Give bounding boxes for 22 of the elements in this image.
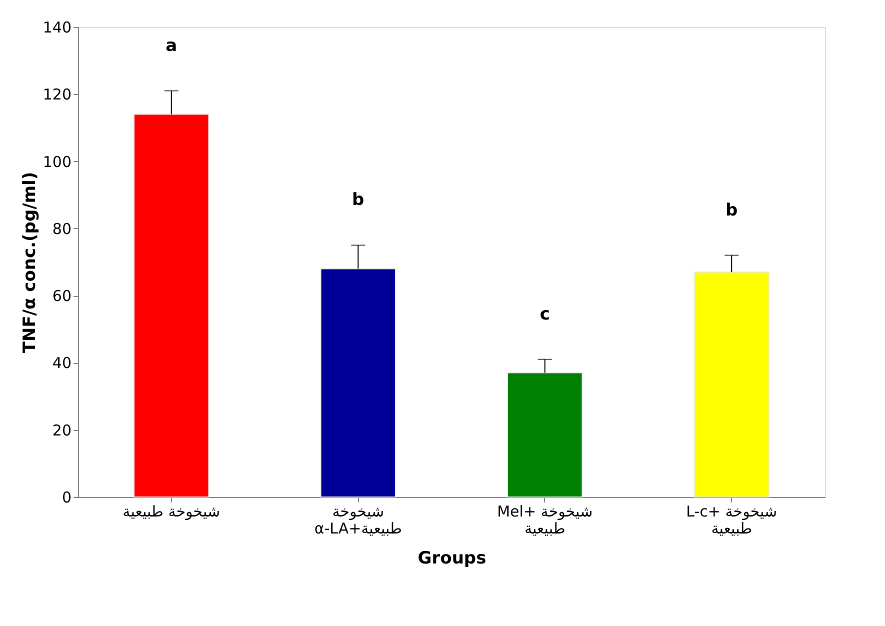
y-axis-title: TNF/α conc.(pg/ml)	[20, 172, 40, 354]
y-tick-label: 80	[52, 220, 72, 238]
bar	[134, 114, 210, 498]
y-tick-label: 40	[52, 354, 72, 372]
x-tick-label: L-c+ شيخوخة طبيعية	[686, 502, 778, 538]
y-tick-label: 0	[62, 488, 72, 506]
y-tick-label: 100	[42, 152, 72, 171]
bar	[694, 272, 770, 498]
annotation: b	[352, 190, 364, 210]
x-tick-label: شيخوخة طبيعية	[122, 502, 220, 520]
y-tick-label: 60	[52, 287, 72, 306]
y-tick-label: 120	[42, 86, 72, 104]
annotation: a	[166, 36, 178, 56]
annotation: c	[540, 304, 550, 324]
x-tick-label: Mel+ شيخوخة طبيعية	[497, 502, 593, 538]
x-axis-title: Groups	[418, 548, 486, 568]
y-tick-label: 140	[42, 18, 72, 36]
y-tick-label: 20	[52, 421, 72, 440]
bar	[507, 372, 583, 498]
annotation: b	[726, 200, 738, 220]
x-tick-label: شيخوخة α-LA+طبيعية	[314, 502, 402, 538]
bar	[320, 268, 396, 498]
